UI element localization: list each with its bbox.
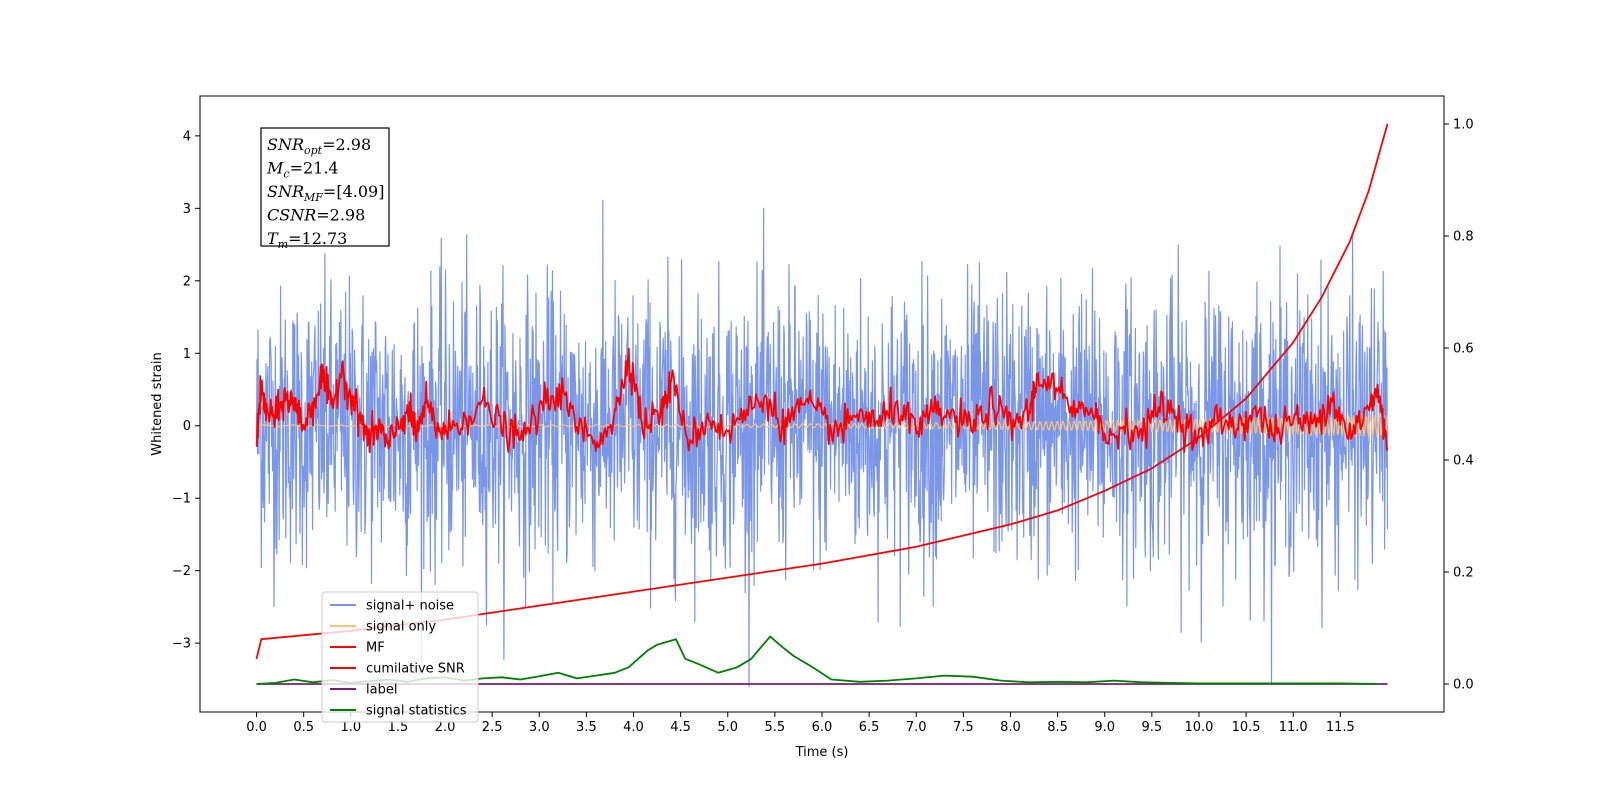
annotation-subscript: c (283, 168, 289, 181)
x-tick-label: 1.5 (388, 720, 409, 735)
x-tick-label: 10.5 (1232, 720, 1261, 735)
y2-tick-label: 0.0 (1453, 678, 1474, 693)
x-tick-label: 11.0 (1279, 720, 1308, 735)
legend-label: signal only (366, 620, 436, 635)
x-tick-label: 4.0 (623, 720, 644, 735)
x-tick-label: 8.0 (1000, 720, 1021, 735)
y-axis-left: 4 3 2 1 0 −1 −2 −3 (172, 129, 200, 652)
y-tick-label: −3 (172, 637, 191, 652)
annotation-value: =12.73 (288, 229, 347, 248)
y-tick-label: 1 (183, 347, 191, 362)
legend-frame (321, 591, 479, 723)
x-tick-label: 2.0 (435, 720, 456, 735)
y-tick-label: 2 (183, 274, 191, 289)
annotation-value: =2.98 (316, 206, 365, 225)
x-tick-label: 0.5 (293, 720, 314, 735)
series-mf (255, 347, 1389, 454)
annotation-subscript: MF (303, 191, 323, 204)
x-tick-label: 8.5 (1047, 720, 1068, 735)
x-tick-label: 6.5 (859, 720, 880, 735)
annotation-value: =21.4 (290, 159, 339, 178)
annotation-symbol: M (266, 159, 284, 178)
annotation-box: SNRopt=2.98Mc=21.4SNRMF=[4.09]CSNR=2.98T… (260, 127, 390, 251)
annotation-symbol: T (267, 229, 279, 248)
x-tick-label: 3.0 (529, 720, 550, 735)
x-tick-label: 1.0 (340, 720, 361, 735)
y-tick-label: 3 (183, 202, 191, 217)
annotation-symbol: SNR (267, 182, 304, 201)
annotation-symbol: SNR (267, 135, 304, 154)
y2-tick-label: 0.4 (1453, 454, 1474, 469)
annotation-line: Mc=21.4 (266, 159, 339, 181)
annotation-frame (260, 127, 390, 247)
legend-label: label (366, 683, 397, 698)
y-axis-right: 1.0 0.8 0.6 0.4 0.2 0.0 (1444, 118, 1474, 693)
x-tick-label: 4.5 (670, 720, 691, 735)
x-tick-label: 9.5 (1142, 720, 1163, 735)
annotation-line: Tm=12.73 (267, 229, 347, 251)
y2-tick-label: 0.6 (1453, 342, 1474, 357)
legend: signal+ noise signal only MF cumilative SNR… (321, 591, 479, 723)
legend-label: cumilative SNR (366, 662, 465, 677)
x-tick-label: 9.0 (1094, 720, 1115, 735)
annotation-value: =[4.09] (323, 182, 385, 201)
x-tick-label: 5.5 (765, 720, 786, 735)
x-tick-label: 2.5 (482, 720, 503, 735)
x-tick-label: 5.0 (717, 720, 738, 735)
y-tick-label: −1 (172, 492, 191, 507)
legend-label: MF (366, 641, 385, 656)
annotation-value: =2.98 (322, 135, 371, 154)
legend-label: signal statistics (366, 704, 467, 719)
legend-label: signal+ noise (366, 599, 454, 614)
x-tick-label: 7.5 (953, 720, 974, 735)
y-axis-label: Whitened strain (150, 352, 165, 455)
x-tick-label: 7.0 (906, 720, 927, 735)
annotation-subscript: m (278, 238, 288, 251)
annotation-symbol: CSNR (267, 206, 316, 225)
annotation-subscript: opt (304, 144, 323, 157)
y2-tick-label: 0.8 (1453, 230, 1474, 245)
x-axis-label: Time (s) (795, 745, 849, 760)
x-tick-label: 10.0 (1184, 720, 1213, 735)
x-tick-label: 6.0 (812, 720, 833, 735)
annotation-line: SNRopt=2.98 (267, 135, 371, 157)
y2-tick-label: 0.2 (1453, 566, 1474, 581)
annotation-line: CSNR=2.98 (267, 206, 365, 225)
y-tick-label: 4 (183, 129, 191, 144)
x-tick-label: 0.0 (246, 720, 267, 735)
x-tick-label: 11.5 (1326, 720, 1355, 735)
y-tick-label: −2 (172, 564, 191, 579)
annotation-line: SNRMF=[4.09] (267, 182, 384, 204)
x-tick-label: 3.5 (576, 720, 597, 735)
y2-tick-label: 1.0 (1453, 118, 1474, 133)
x-axis: 0.0 0.5 1.0 1.5 2.0 2.5 3.0 3.5 4.0 4.5 5.0 5.5 6.0 6… (246, 712, 1355, 735)
y-tick-label: 0 (183, 419, 191, 434)
